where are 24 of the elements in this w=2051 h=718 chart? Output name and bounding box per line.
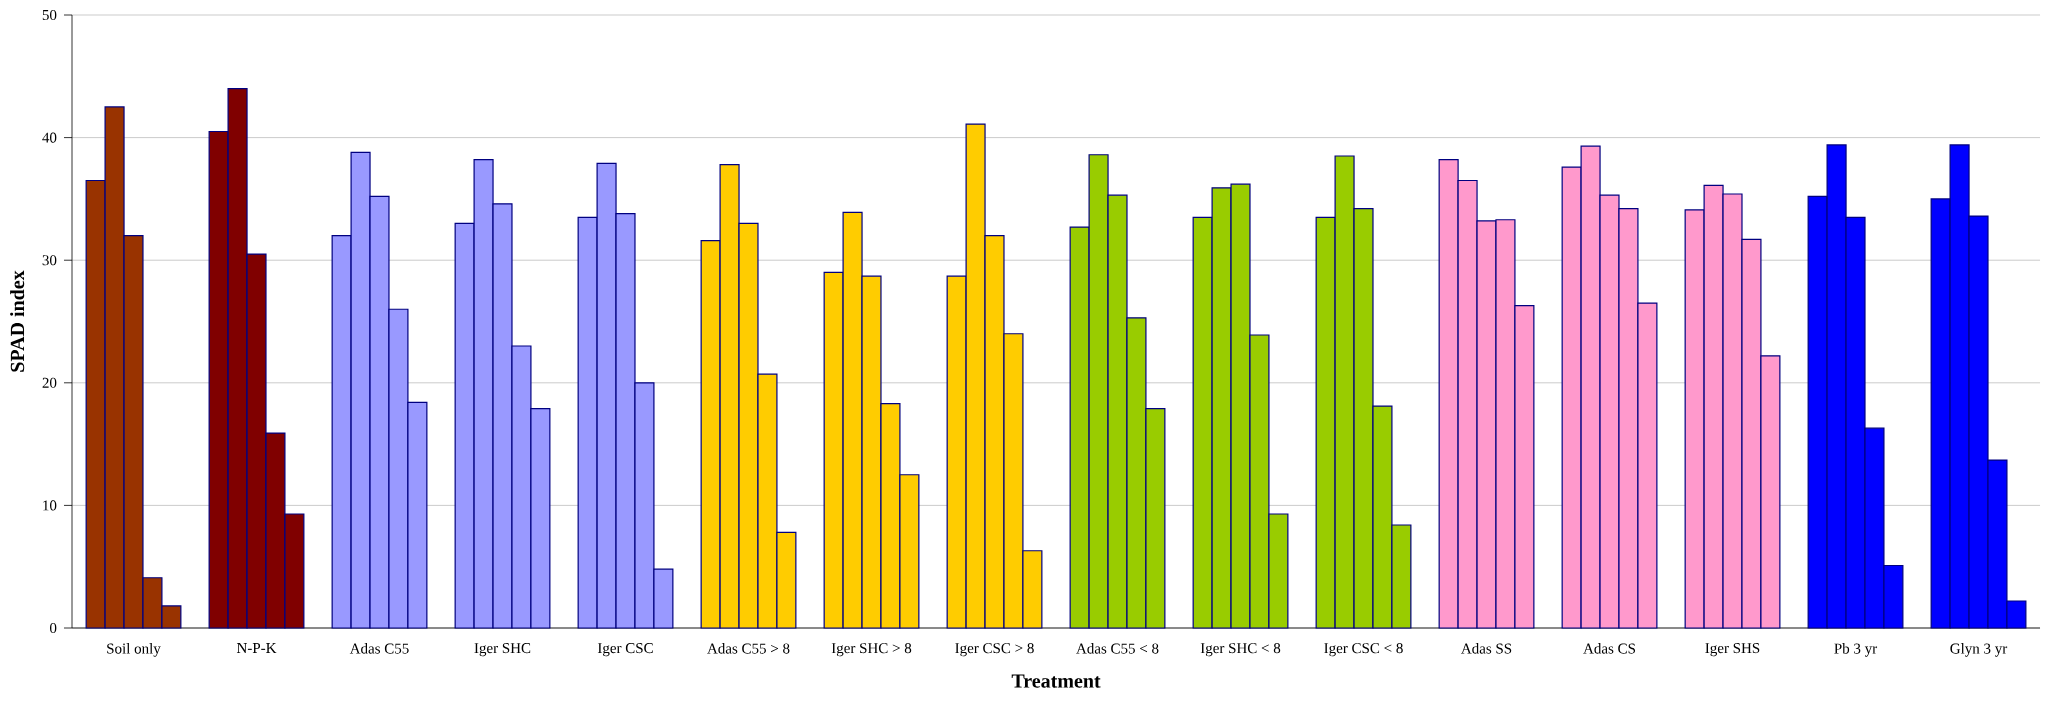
x-tick-label: Adas C55 < 8: [1076, 643, 1159, 654]
x-tick-label: Adas C55: [349, 643, 409, 654]
y-tick-label: 30: [42, 255, 57, 266]
x-axis-title: Treatment: [1011, 674, 1101, 688]
y-tick-label: 10: [43, 500, 57, 511]
x-tick-label: Iger CSC: [597, 643, 653, 657]
x-tick-label: Iger SHS: [1705, 643, 1760, 657]
x-tick-label: Pb 3 yr: [1834, 643, 1878, 657]
x-tick-label: Iger CSC > 8: [955, 643, 1034, 657]
x-tick-label: Iger CSC < 8: [1324, 643, 1403, 657]
y-tick-label: 40: [42, 132, 57, 143]
y-axis-title: SPAD index: [10, 270, 25, 372]
x-tick-label: Iger SHC > 8: [831, 643, 912, 657]
x-tick-label: Iger SHC < 8: [1200, 643, 1281, 657]
y-tick-label: 0: [50, 622, 57, 634]
x-tick-label: N-P-K: [236, 643, 277, 653]
y-tick-label: 50: [42, 9, 57, 21]
y-tick-label: 20: [42, 377, 57, 388]
x-tick-label: Adas C55 > 8: [707, 643, 790, 654]
x-tick-label: Soil only: [107, 643, 161, 657]
x-tick-label: Glyn 3 yr: [1950, 643, 2008, 657]
x-tick-label: Adas CS: [1583, 643, 1636, 654]
x-tick-label: Adas SS: [1461, 643, 1512, 654]
x-tick-label: Iger SHC: [474, 643, 531, 657]
